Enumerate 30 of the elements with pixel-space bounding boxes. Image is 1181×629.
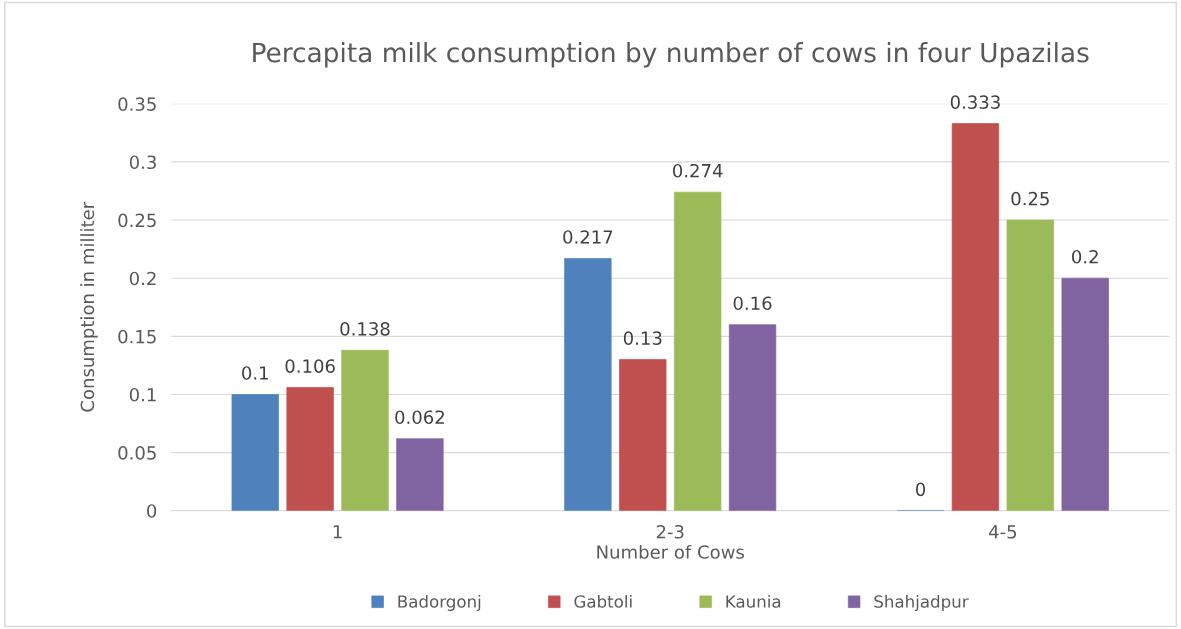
x-tick-label: 4-5 [989,525,1017,539]
data-label: 0.106 [285,359,335,373]
y-tick-label: 0.15 [118,329,156,344]
legend-label: Kaunia [726,594,781,608]
x-tick-label: 2-3 [656,524,684,539]
y-tick-label: 0.05 [118,446,156,460]
data-label: 0.062 [395,410,444,425]
data-label: 0.1 [242,366,268,380]
data-label: 0.13 [623,331,662,345]
data-label: 0.2 [1072,249,1098,264]
data-label: 0.138 [340,322,390,336]
legend-label: Shahjadpur [874,594,969,612]
x-tick-label: 1 [333,525,342,539]
data-label: 0.25 [1011,191,1049,206]
x-axis-title: Number of Cows [597,544,744,559]
y-tick-label: 0.3 [129,155,156,170]
legend-label: Badorgonj [398,594,481,612]
data-label: 0.217 [563,230,613,244]
legend-label: Gabtoli [574,594,632,608]
data-label: 0.274 [673,163,723,178]
data-label: 0.333 [950,95,1000,109]
data-label: 0.16 [733,296,772,311]
data-label: 0 [915,482,926,497]
chart-title: Percapita milk consumption by number of cows in four Upazilas [253,42,1089,68]
y-axis-title: Consumption in milliter [80,201,98,412]
y-tick-label: 0.1 [129,387,156,402]
y-tick-label: 0 [147,504,157,518]
y-tick-label: 0.25 [118,213,156,228]
y-tick-label: 0.2 [129,271,156,286]
y-tick-label: 0.35 [118,97,156,111]
